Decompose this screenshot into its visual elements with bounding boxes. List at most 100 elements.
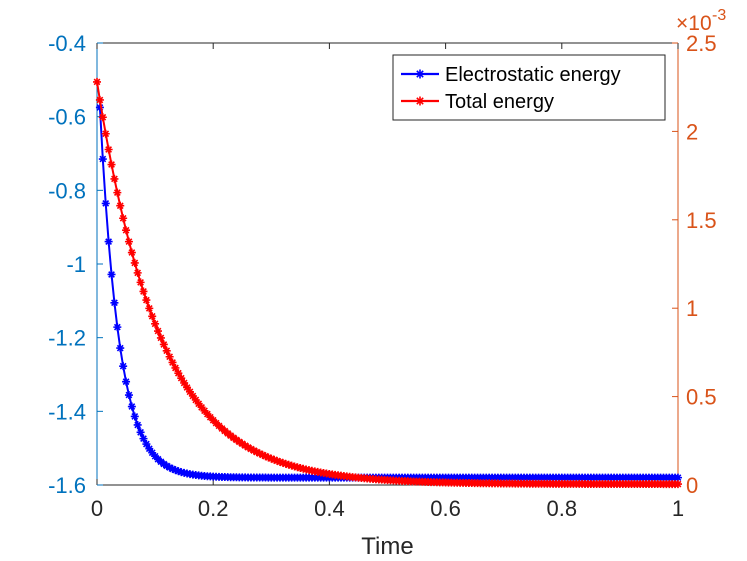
marker-stroke <box>139 287 148 296</box>
left-y-tick-label: -1.2 <box>48 326 86 351</box>
marker-stroke <box>145 444 154 453</box>
marker-stroke <box>133 420 142 429</box>
marker-stroke <box>180 378 189 387</box>
left-y-tick-label: -0.6 <box>48 105 86 130</box>
data-point <box>122 377 131 386</box>
left-y-tick-label: -0.8 <box>48 178 86 203</box>
left-y-tick-label: -0.4 <box>48 31 86 56</box>
data-point <box>104 145 113 154</box>
marker-stroke <box>188 391 197 400</box>
marker-stroke <box>116 201 125 210</box>
data-point <box>171 466 180 475</box>
series-total-energy <box>93 77 682 489</box>
marker-stroke <box>93 77 101 86</box>
data-point <box>209 416 218 425</box>
data-point <box>246 444 255 453</box>
data-point <box>133 268 142 277</box>
data-point <box>145 304 154 313</box>
marker-stroke <box>110 174 119 183</box>
marker-stroke <box>249 446 258 455</box>
right-axis-exponent-base: ×10 <box>676 12 712 35</box>
data-point <box>165 463 174 472</box>
marker-stroke <box>185 387 194 396</box>
data-point <box>116 344 125 353</box>
marker-stroke <box>133 268 142 277</box>
data-point <box>194 399 203 408</box>
marker-stroke <box>98 155 107 164</box>
legend-label: Electrostatic energy <box>445 64 621 86</box>
marker-stroke <box>124 237 133 246</box>
marker-stroke <box>183 383 192 392</box>
data-point <box>139 287 148 296</box>
x-tick-label: 1 <box>672 496 684 521</box>
data-point <box>264 453 273 462</box>
marker-stroke <box>209 416 218 425</box>
data-point <box>281 459 290 468</box>
data-point <box>284 460 293 469</box>
marker-stroke <box>95 95 104 104</box>
marker-stroke <box>177 374 186 383</box>
data-point <box>93 77 101 86</box>
marker-stroke <box>110 298 119 307</box>
legend-box <box>392 54 666 121</box>
data-point <box>270 455 279 464</box>
marker-stroke <box>119 362 128 371</box>
marker-stroke <box>162 346 171 355</box>
marker-stroke <box>113 188 122 197</box>
marker-stroke <box>674 480 682 489</box>
marker-stroke <box>165 352 174 361</box>
data-point <box>185 387 194 396</box>
marker-stroke <box>122 226 131 235</box>
data-point <box>142 440 151 449</box>
right-y-tick-label: 1.5 <box>686 208 717 233</box>
marker-stroke <box>267 454 276 463</box>
data-point <box>124 391 133 400</box>
x-tick-label: 0.6 <box>430 496 461 521</box>
data-point <box>168 464 177 473</box>
data-point <box>98 155 107 164</box>
marker-stroke <box>136 428 145 437</box>
legend-marker <box>415 69 425 79</box>
marker-stroke <box>165 463 174 472</box>
x-axis-label: Time <box>361 533 413 560</box>
marker-stroke <box>136 278 145 287</box>
legend-marker <box>415 96 425 106</box>
data-point <box>119 214 128 223</box>
data-point <box>674 473 682 482</box>
marker-stroke <box>171 466 180 475</box>
data-point <box>252 448 261 457</box>
marker-stroke <box>200 406 209 415</box>
data-point <box>122 226 131 235</box>
series-line <box>98 107 678 479</box>
right-y-tick-label: 0.5 <box>686 385 717 410</box>
marker-stroke <box>162 461 171 470</box>
data-point <box>200 406 209 415</box>
marker-stroke <box>104 145 113 154</box>
data-point <box>98 113 107 122</box>
data-point <box>191 395 200 404</box>
data-point <box>165 352 174 361</box>
legend-entry: Electrostatic energy <box>401 64 621 86</box>
marker-stroke <box>415 96 425 106</box>
data-point <box>107 160 116 169</box>
data-point <box>276 457 285 466</box>
data-point <box>151 319 160 328</box>
marker-stroke <box>151 319 160 328</box>
marker-stroke <box>127 402 136 411</box>
data-point <box>145 444 154 453</box>
marker-stroke <box>171 363 180 372</box>
data-point <box>255 449 264 458</box>
marker-stroke <box>197 403 206 412</box>
data-point <box>203 410 212 419</box>
data-point <box>168 358 177 367</box>
marker-stroke <box>203 410 212 419</box>
marker-stroke <box>415 69 425 79</box>
marker-stroke <box>168 358 177 367</box>
data-point <box>110 298 119 307</box>
data-point <box>287 461 296 470</box>
right-y-tick-label: 1 <box>686 296 698 321</box>
data-point <box>95 95 104 104</box>
marker-stroke <box>116 344 125 353</box>
marker-stroke <box>287 461 296 470</box>
left-y-tick-label: -1 <box>66 252 86 277</box>
